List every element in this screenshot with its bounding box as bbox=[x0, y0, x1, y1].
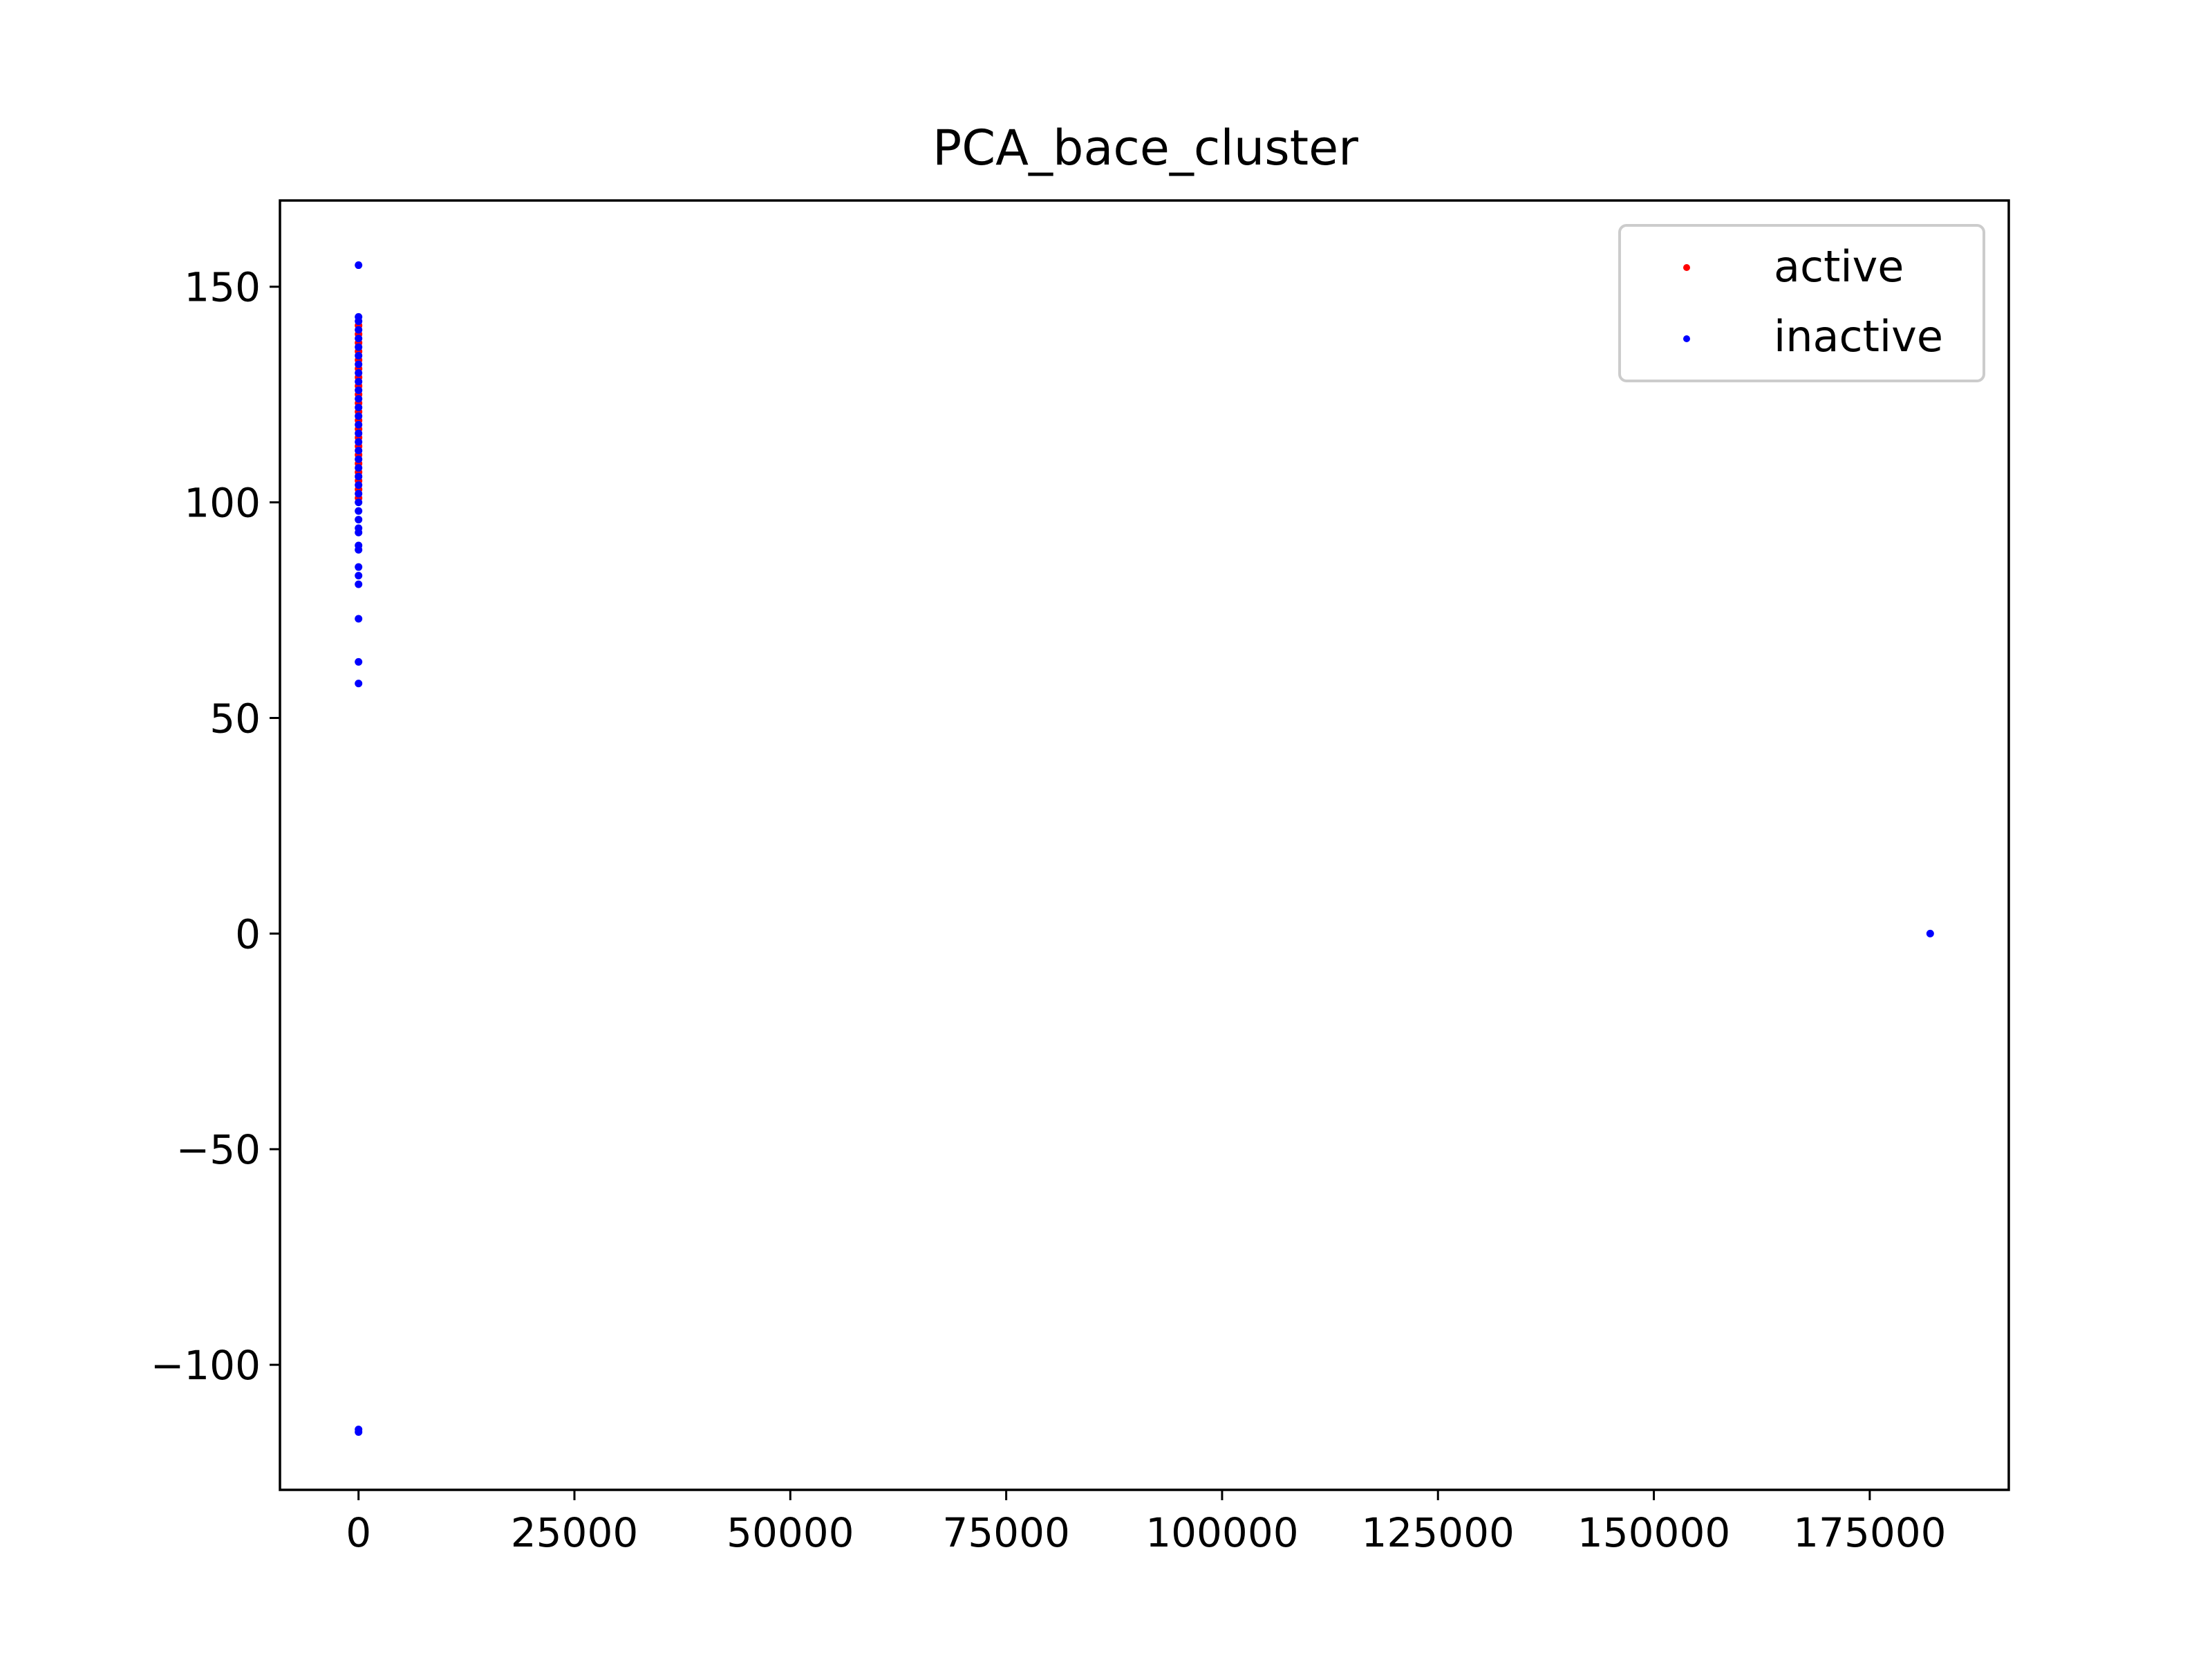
point-inactive bbox=[355, 386, 363, 394]
x-tick-label: 125000 bbox=[1362, 1509, 1515, 1556]
point-inactive bbox=[355, 403, 363, 411]
point-inactive bbox=[355, 326, 363, 334]
y-tick-label: 100 bbox=[184, 480, 261, 527]
point-inactive bbox=[355, 481, 363, 489]
x-tick-label: 75000 bbox=[942, 1509, 1070, 1556]
point-inactive bbox=[355, 377, 363, 386]
point-inactive bbox=[355, 572, 363, 580]
point-inactive bbox=[355, 580, 363, 588]
point-inactive bbox=[355, 438, 363, 446]
y-tick-label: 150 bbox=[184, 264, 261, 311]
legend-label-active: active bbox=[1774, 241, 1904, 292]
x-axis: 0 25000 50000 75000 100000 125000 150000 175000 bbox=[346, 1490, 1947, 1556]
point-inactive bbox=[355, 429, 363, 438]
point-inactive bbox=[1926, 929, 1934, 937]
legend: active inactive bbox=[1618, 224, 1985, 382]
chart-title: PCA_bace_cluster bbox=[932, 120, 1358, 176]
point-inactive bbox=[355, 657, 363, 666]
legend-marker-inactive bbox=[1683, 335, 1690, 342]
point-inactive bbox=[355, 395, 363, 403]
x-tick-label: 150000 bbox=[1577, 1509, 1730, 1556]
point-inactive bbox=[355, 335, 363, 343]
x-tick-label: 50000 bbox=[727, 1509, 854, 1556]
y-tick-label: 50 bbox=[209, 695, 261, 742]
y-tick-label: 0 bbox=[235, 911, 261, 958]
legend-frame bbox=[1618, 224, 1985, 382]
point-inactive bbox=[355, 563, 363, 571]
point-inactive bbox=[355, 343, 363, 351]
x-tick-label: 100000 bbox=[1145, 1509, 1298, 1556]
x-tick-label: 25000 bbox=[511, 1509, 639, 1556]
point-inactive bbox=[355, 1428, 363, 1436]
point-inactive bbox=[355, 516, 363, 524]
point-inactive bbox=[355, 455, 363, 463]
point-inactive bbox=[355, 412, 363, 420]
y-tick-label: −100 bbox=[151, 1342, 261, 1389]
point-inactive bbox=[355, 507, 363, 515]
point-inactive bbox=[355, 447, 363, 455]
legend-label-inactive: inactive bbox=[1774, 311, 1943, 362]
point-inactive bbox=[355, 498, 363, 507]
point-inactive bbox=[355, 545, 363, 554]
y-tick-label: −50 bbox=[176, 1126, 261, 1173]
point-inactive bbox=[355, 261, 363, 270]
y-axis: −100 −50 0 50 100 150 bbox=[151, 264, 280, 1389]
point-inactive bbox=[355, 360, 363, 368]
x-tick-label: 175000 bbox=[1793, 1509, 1946, 1556]
point-inactive bbox=[355, 680, 363, 688]
point-inactive bbox=[355, 464, 363, 472]
point-inactive bbox=[355, 368, 363, 377]
x-tick-label: 0 bbox=[346, 1509, 371, 1556]
point-inactive bbox=[355, 528, 363, 536]
point-inactive bbox=[355, 615, 363, 623]
point-inactive bbox=[355, 489, 363, 498]
point-inactive bbox=[355, 317, 363, 326]
point-inactive bbox=[355, 420, 363, 429]
point-inactive bbox=[355, 472, 363, 480]
point-inactive bbox=[355, 352, 363, 360]
plot-area bbox=[279, 199, 2010, 1491]
legend-marker-active bbox=[1683, 264, 1690, 271]
data-points bbox=[355, 261, 1934, 1436]
